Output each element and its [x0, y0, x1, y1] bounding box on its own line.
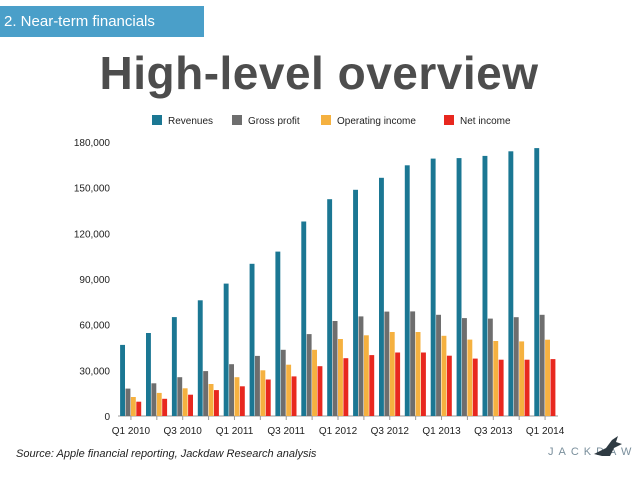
x-tick-label: Q1 2010	[112, 426, 151, 437]
bar-operating-income	[182, 388, 188, 416]
bar-revenues	[353, 189, 358, 416]
bar-operating-income	[312, 349, 317, 416]
x-tick-label: Q1 2014	[526, 426, 565, 437]
bar-revenues	[223, 283, 229, 416]
bar-gross-profit	[384, 311, 390, 416]
bar-gross-profit	[177, 377, 183, 416]
bar-gross-profit	[151, 383, 157, 416]
bar-revenues	[404, 165, 410, 416]
bar-operating-income	[493, 341, 499, 416]
bar-revenues	[171, 317, 177, 416]
bar-revenues	[430, 158, 436, 416]
y-tick-label: 30,000	[79, 366, 110, 377]
bar-gross-profit	[125, 388, 131, 416]
bar-net-income	[214, 390, 219, 416]
bar-revenues	[482, 155, 488, 416]
bar-net-income	[317, 366, 323, 416]
bar-revenues	[379, 177, 384, 416]
legend-swatch	[232, 115, 242, 125]
bar-net-income	[498, 359, 504, 416]
bar-operating-income	[467, 339, 473, 416]
bar-net-income	[421, 352, 426, 416]
legend-label: Gross profit	[248, 116, 300, 127]
bar-operating-income	[415, 332, 421, 416]
bar-gross-profit	[358, 316, 364, 416]
bar-gross-profit	[487, 318, 493, 416]
bar-net-income	[343, 358, 349, 416]
bar-operating-income	[130, 397, 136, 416]
bar-revenues	[508, 151, 514, 417]
y-tick-label: 90,000	[79, 275, 110, 286]
bar-gross-profit	[203, 371, 209, 416]
x-tick-label: Q1 2012	[319, 426, 358, 437]
bar-operating-income	[234, 377, 240, 416]
bar-operating-income	[338, 339, 343, 416]
bar-revenues	[146, 333, 151, 416]
x-tick-label: Q1 2013	[422, 426, 461, 437]
legend-label: Net income	[460, 116, 511, 127]
bar-operating-income	[519, 341, 525, 416]
legend-swatch	[321, 115, 331, 125]
bar-operating-income	[208, 384, 214, 416]
bar-gross-profit	[462, 318, 467, 416]
y-tick-label: 180,000	[74, 138, 111, 149]
y-tick-label: 120,000	[74, 229, 111, 240]
bar-revenues	[327, 199, 333, 416]
bar-net-income	[395, 352, 401, 416]
bar-gross-profit	[513, 317, 519, 416]
bar-net-income	[550, 359, 556, 416]
bar-operating-income	[363, 335, 369, 416]
bar-net-income	[136, 401, 142, 416]
x-tick-label: Q1 2011	[216, 426, 254, 437]
legend-label: Operating income	[337, 116, 416, 127]
bar-revenues	[301, 221, 307, 416]
bar-gross-profit	[410, 311, 416, 416]
bar-net-income	[162, 398, 168, 416]
bar-gross-profit	[539, 314, 545, 416]
bar-net-income	[446, 355, 452, 416]
bar-net-income	[369, 355, 375, 416]
x-tick-label: Q3 2013	[474, 426, 513, 437]
bar-operating-income	[260, 370, 266, 416]
y-tick-label: 0	[104, 412, 110, 423]
bar-gross-profit	[229, 364, 234, 416]
bar-revenues	[275, 251, 281, 416]
page-title: High-level overview	[99, 47, 539, 99]
bar-operating-income	[156, 392, 162, 416]
bar-net-income	[265, 379, 271, 416]
bar-net-income	[188, 394, 193, 416]
bar-gross-profit	[332, 321, 338, 416]
bar-gross-profit	[306, 334, 312, 416]
bar-net-income	[472, 358, 478, 416]
source-note: Source: Apple financial reporting, Jackd…	[16, 448, 317, 460]
bar-gross-profit	[436, 314, 441, 416]
legend-swatch	[444, 115, 454, 125]
y-tick-label: 150,000	[74, 184, 111, 195]
legend-label: Revenues	[168, 116, 213, 127]
x-tick-label: Q3 2011	[267, 426, 305, 437]
bar-revenues	[249, 263, 255, 416]
legend-swatch	[152, 115, 162, 125]
bar-net-income	[291, 376, 297, 416]
bar-operating-income	[389, 332, 395, 416]
bar-revenues	[120, 344, 125, 416]
bar-operating-income	[441, 335, 447, 416]
bar-revenues	[197, 300, 203, 416]
bar-gross-profit	[280, 349, 286, 416]
bar-revenues	[456, 158, 462, 416]
bar-net-income	[524, 359, 530, 416]
bar-gross-profit	[255, 355, 260, 416]
bar-operating-income	[286, 364, 292, 416]
bar-operating-income	[545, 339, 550, 416]
y-tick-label: 60,000	[79, 321, 110, 332]
jackdaw-logo-icon	[594, 436, 622, 456]
bar-revenues	[534, 148, 540, 416]
x-tick-label: Q3 2012	[371, 426, 410, 437]
bar-net-income	[239, 386, 245, 416]
x-tick-label: Q3 2010	[164, 426, 203, 437]
section-label: 2. Near-term financials	[0, 6, 204, 37]
